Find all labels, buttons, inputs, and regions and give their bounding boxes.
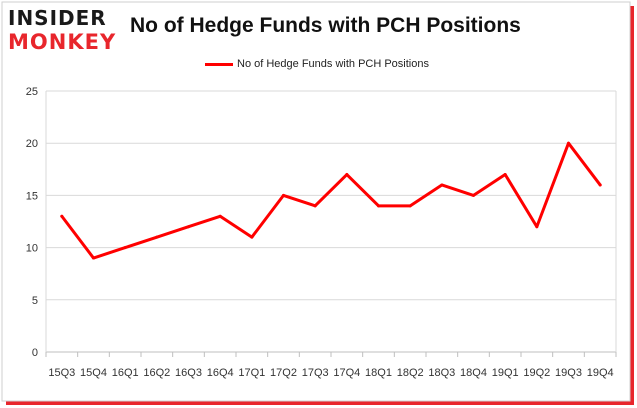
data-point <box>503 173 507 177</box>
x-tick-label: 17Q4 <box>333 367 360 379</box>
data-point <box>218 214 222 218</box>
insider-monkey-logo: INSIDER MONKEY <box>8 6 118 56</box>
y-tick-label: 15 <box>26 190 38 202</box>
data-point <box>408 204 412 208</box>
x-tick-label: 19Q4 <box>587 367 614 379</box>
x-tick-label: 15Q3 <box>48 367 75 379</box>
logo-line-1: INSIDER <box>8 6 107 30</box>
x-tick-label: 15Q4 <box>80 367 107 379</box>
grid <box>45 90 617 353</box>
legend-label: No of Hedge Funds with PCH Positions <box>237 58 429 70</box>
data-point <box>92 256 95 260</box>
data-point <box>440 183 444 187</box>
x-tick-label: 17Q2 <box>270 367 297 379</box>
legend: No of Hedge Funds with PCH Positions <box>205 57 429 71</box>
data-point <box>567 141 570 145</box>
data-point <box>250 235 254 239</box>
data-point <box>60 214 64 218</box>
y-tick-label: 20 <box>26 138 38 150</box>
data-point <box>155 235 159 239</box>
data-point <box>282 193 285 197</box>
x-tick-label: 17Q1 <box>238 367 265 379</box>
data-point <box>472 193 475 197</box>
data-point <box>313 204 317 208</box>
x-tick-label: 19Q1 <box>492 367 519 379</box>
frame-background <box>1 1 631 402</box>
y-tick-label: 25 <box>26 86 38 98</box>
x-tick-label: 18Q1 <box>365 367 392 379</box>
data-point <box>598 183 602 187</box>
logo-line-2: MONKEY <box>8 30 117 54</box>
x-tick-label: 19Q2 <box>523 367 550 379</box>
x-tick-label: 16Q2 <box>143 367 170 379</box>
x-tick-label: 17Q3 <box>302 367 329 379</box>
chart-title: No of Hedge Funds with PCH Positions <box>130 14 521 37</box>
x-tick-label: 18Q3 <box>428 367 455 379</box>
y-tick-label: 0 <box>32 347 38 359</box>
legend-swatch <box>205 62 233 66</box>
y-axis: 0 5 10 15 20 25 <box>26 86 38 359</box>
data-point <box>187 225 190 229</box>
x-tick-label: 16Q3 <box>175 367 202 379</box>
x-tick-label: 18Q4 <box>460 367 487 379</box>
x-tick-label: 16Q1 <box>112 367 139 379</box>
x-tick-label: 18Q2 <box>397 367 424 379</box>
x-axis: 15Q3 15Q4 16Q1 16Q2 16Q3 16Q4 17Q1 17Q2 17Q3 17Q4… <box>45 352 617 379</box>
data-point <box>345 173 349 177</box>
y-tick-label: 10 <box>26 243 38 255</box>
data-point <box>123 246 127 250</box>
series-line-0 <box>60 141 602 260</box>
x-tick-label: 19Q3 <box>555 367 582 379</box>
y-tick-label: 5 <box>32 295 38 307</box>
series-layer <box>60 141 602 260</box>
data-point <box>377 204 380 208</box>
x-tick-label: 16Q4 <box>207 367 234 379</box>
data-point <box>535 225 539 229</box>
